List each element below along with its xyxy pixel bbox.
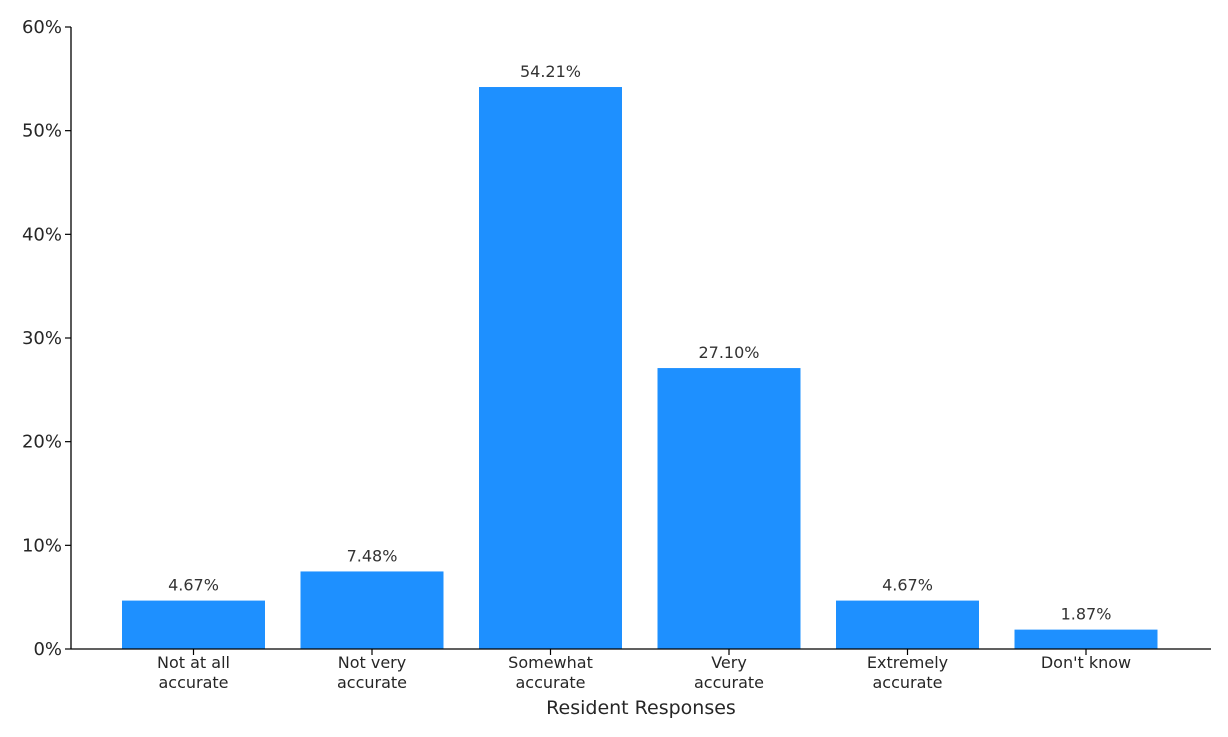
x-tick-label-line: Not very [338, 653, 406, 672]
y-tick-label: 20% [22, 432, 62, 453]
y-tick-label: 30% [22, 328, 62, 349]
bar-value-label: 54.21% [520, 62, 581, 81]
x-tick-label-line: Extremely [867, 653, 948, 672]
x-tick-label: Not very accurate [337, 653, 407, 692]
x-tick-label-line: accurate [158, 673, 228, 692]
y-axis: 0% 10% 20% 30% 40% 50% 60% [22, 17, 72, 660]
x-tick-label-line: Don't know [1041, 653, 1131, 672]
x-tick-label-line: Very [711, 653, 747, 672]
y-tick-label: 60% [22, 17, 62, 38]
bar [122, 600, 265, 649]
bar [836, 600, 979, 649]
x-tick-label: Not at all accurate [157, 653, 230, 692]
bar-value-label: 1.87% [1061, 605, 1112, 624]
x-tick-label-line: accurate [337, 673, 407, 692]
bar-value-label: 4.67% [882, 576, 933, 595]
bar-value-label: 7.48% [347, 546, 398, 565]
x-tick-label-line: Not at all [157, 653, 230, 672]
y-tick-label: 0% [33, 639, 62, 660]
x-tick-label-line: accurate [515, 673, 585, 692]
x-tick-label: Extremely accurate [867, 653, 948, 692]
bar [300, 571, 444, 649]
x-tick-label-line: accurate [872, 673, 942, 692]
x-tick-label: Very accurate [694, 653, 764, 692]
bar-value-label: 4.67% [168, 576, 219, 595]
x-tick-label: Somewhat accurate [508, 653, 593, 692]
x-tick-label: Don't know [1041, 653, 1131, 672]
y-tick-label: 50% [22, 121, 62, 142]
bar [1014, 629, 1158, 649]
x-tick-label-line: accurate [694, 673, 764, 692]
x-tick-label-line: Somewhat [508, 653, 593, 672]
x-axis-title: Resident Responses [546, 697, 736, 719]
bar [479, 87, 622, 649]
bar [657, 368, 801, 649]
bars-group: 4.67% 7.48% 54.21% 27.10% 4.67% 1.87% [122, 62, 1158, 649]
bar-value-label: 27.10% [698, 343, 759, 362]
y-tick-label: 40% [22, 224, 62, 245]
y-tick-label: 10% [22, 535, 62, 556]
